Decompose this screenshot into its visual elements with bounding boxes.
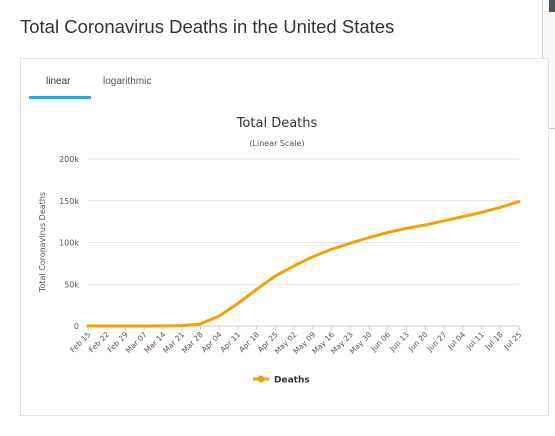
x-tick-label: Jun 20 (406, 330, 430, 354)
chart-card: linear logarithmic Total Deaths (Linear … (20, 58, 549, 416)
y-axis-label: Total Coronavirus Deaths (38, 192, 47, 293)
x-tick-label: Jun 13 (387, 330, 411, 354)
chart-svg: Total Deaths (Linear Scale) Total Corona… (38, 116, 524, 386)
legend-marker-icon (257, 375, 265, 383)
data-point[interactable] (311, 255, 315, 258)
y-tick-label: 100k (59, 239, 79, 248)
page-title: Total Coronavirus Deaths in the United S… (20, 16, 395, 37)
side-panel-handle (549, 0, 555, 12)
scale-tabs: linear logarithmic (21, 59, 548, 99)
data-point[interactable] (367, 236, 371, 239)
data-point[interactable] (292, 264, 296, 268)
data-point[interactable] (349, 242, 352, 245)
tab-logarithmic[interactable]: logarithmic (103, 76, 152, 87)
chart-subtitle: (Linear Scale) (249, 139, 304, 148)
data-point[interactable] (461, 215, 464, 218)
x-tick-label: Jul 11 (464, 330, 486, 352)
data-point[interactable] (180, 324, 183, 327)
data-point[interactable] (161, 324, 165, 328)
series-line-deaths (86, 200, 521, 328)
data-point[interactable] (499, 206, 502, 209)
data-point[interactable] (274, 274, 277, 278)
data-point[interactable] (517, 200, 521, 203)
data-point[interactable] (330, 247, 333, 251)
data-point[interactable] (424, 223, 427, 227)
data-point[interactable] (124, 324, 127, 328)
x-tick-label: Jul 25 (502, 330, 524, 352)
data-point[interactable] (442, 219, 446, 222)
x-tick-label: Mar 28 (180, 330, 205, 355)
data-point[interactable] (480, 211, 483, 214)
legend[interactable]: Deaths (253, 375, 310, 386)
x-tick-label: Jul 18 (483, 330, 505, 352)
x-tick-label: Jun 27 (425, 330, 449, 354)
x-tick-label: Jul 04 (445, 330, 467, 352)
grid-lines (88, 158, 519, 327)
series-group (86, 200, 521, 328)
x-tick-label: Jun 06 (368, 330, 392, 354)
data-point[interactable] (236, 302, 240, 305)
data-point[interactable] (255, 288, 258, 291)
data-point[interactable] (86, 324, 90, 328)
legend-label-deaths[interactable]: Deaths (274, 376, 310, 386)
data-point[interactable] (143, 324, 146, 328)
data-point[interactable] (386, 231, 390, 234)
chart-title: Total Deaths (236, 116, 318, 131)
y-tick-label: 50k (64, 280, 79, 289)
data-point[interactable] (105, 324, 108, 328)
data-point[interactable] (199, 322, 202, 326)
data-point[interactable] (405, 227, 408, 230)
data-point[interactable] (217, 314, 221, 318)
y-tick-labels: 0 50k 100k 150k 200k (59, 155, 79, 331)
active-tab-indicator (29, 96, 91, 99)
tab-linear[interactable]: linear (46, 76, 71, 87)
y-tick-label: 200k (59, 155, 79, 164)
y-tick-label: 150k (59, 197, 79, 206)
y-tick-label: 0 (74, 322, 79, 331)
